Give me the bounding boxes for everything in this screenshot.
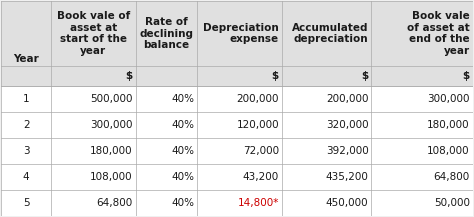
Bar <box>371 138 473 164</box>
Bar <box>1 1 51 86</box>
Text: 300,000: 300,000 <box>91 120 133 130</box>
Text: 40%: 40% <box>171 120 194 130</box>
Text: 43,200: 43,200 <box>243 172 279 182</box>
Text: 108,000: 108,000 <box>90 172 133 182</box>
Text: 320,000: 320,000 <box>326 120 368 130</box>
Bar <box>1 138 51 164</box>
Bar <box>197 190 282 216</box>
Bar <box>197 164 282 190</box>
Bar <box>136 138 197 164</box>
Text: $: $ <box>126 71 133 81</box>
Bar <box>282 164 371 190</box>
Text: 435,200: 435,200 <box>326 172 368 182</box>
Text: 14,800*: 14,800* <box>237 198 279 208</box>
Text: Depreciation
expense: Depreciation expense <box>203 23 279 44</box>
Text: 180,000: 180,000 <box>90 146 133 156</box>
Bar <box>197 86 282 112</box>
Bar <box>371 86 473 112</box>
Bar <box>282 138 371 164</box>
Text: 108,000: 108,000 <box>427 146 470 156</box>
Bar <box>197 1 282 86</box>
Text: 40%: 40% <box>171 172 194 182</box>
Text: 50,000: 50,000 <box>434 198 470 208</box>
Text: 64,800: 64,800 <box>434 172 470 182</box>
Bar <box>197 112 282 138</box>
Text: 180,000: 180,000 <box>427 120 470 130</box>
Text: 40%: 40% <box>171 146 194 156</box>
Text: 40%: 40% <box>171 94 194 104</box>
Text: 3: 3 <box>23 146 29 156</box>
Bar <box>136 164 197 190</box>
Bar <box>1 190 51 216</box>
Text: $: $ <box>463 71 470 81</box>
Bar <box>371 112 473 138</box>
Bar <box>136 1 197 86</box>
Bar <box>51 138 136 164</box>
Text: 500,000: 500,000 <box>91 94 133 104</box>
Bar <box>1 86 51 112</box>
Text: 1: 1 <box>23 94 29 104</box>
Bar <box>51 164 136 190</box>
Bar <box>282 86 371 112</box>
Bar <box>51 1 136 86</box>
Text: Accumulated
depreciation: Accumulated depreciation <box>292 23 368 44</box>
Text: 120,000: 120,000 <box>237 120 279 130</box>
Text: 392,000: 392,000 <box>326 146 368 156</box>
Bar <box>282 190 371 216</box>
Bar <box>371 164 473 190</box>
Text: 300,000: 300,000 <box>427 94 470 104</box>
Bar <box>282 112 371 138</box>
Bar <box>282 1 371 86</box>
Text: $: $ <box>361 71 368 81</box>
Bar <box>371 190 473 216</box>
Bar <box>371 1 473 86</box>
Text: 200,000: 200,000 <box>237 94 279 104</box>
Bar <box>1 112 51 138</box>
Bar <box>51 112 136 138</box>
Text: 64,800: 64,800 <box>97 198 133 208</box>
Text: Book vale
of asset at
end of the
year: Book vale of asset at end of the year <box>407 11 470 56</box>
Text: 200,000: 200,000 <box>326 94 368 104</box>
Text: 72,000: 72,000 <box>243 146 279 156</box>
Text: Book vale of
asset at
start of the
year: Book vale of asset at start of the year <box>57 11 130 56</box>
Bar <box>136 190 197 216</box>
Bar <box>136 112 197 138</box>
Bar <box>1 164 51 190</box>
Text: 450,000: 450,000 <box>326 198 368 208</box>
Bar <box>51 86 136 112</box>
Text: Year: Year <box>13 54 39 64</box>
Text: 40%: 40% <box>171 198 194 208</box>
Bar <box>136 86 197 112</box>
Text: $: $ <box>272 71 279 81</box>
Text: Rate of
declining
balance: Rate of declining balance <box>139 17 193 50</box>
Text: 4: 4 <box>23 172 29 182</box>
Bar <box>51 190 136 216</box>
Bar <box>197 138 282 164</box>
Text: 2: 2 <box>23 120 29 130</box>
Text: 5: 5 <box>23 198 29 208</box>
